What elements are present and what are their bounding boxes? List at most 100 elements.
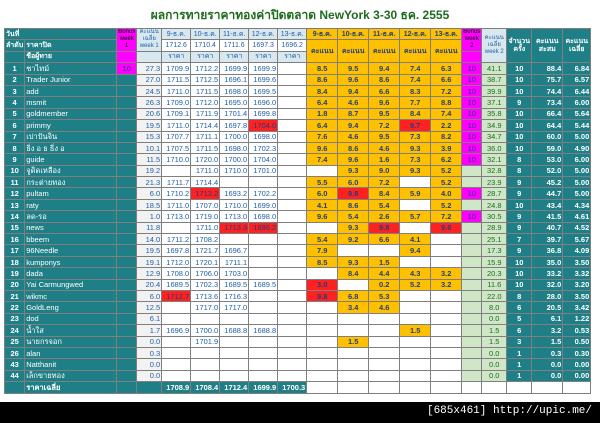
- price-cell: [277, 198, 308, 212]
- bonus2-cell: 10: [461, 130, 483, 143]
- avg-cell: 3.42: [562, 301, 592, 314]
- table-row: 2 Trader Junior 27.0 1711.5 1712.5 1696.1 1699…: [3, 73, 592, 86]
- bonus1-cell: [116, 84, 138, 98]
- avg2-cell: 32.8: [481, 164, 508, 178]
- score-cell: 5.4: [337, 210, 370, 223]
- count-cell: 5: [506, 312, 533, 326]
- price-cell: 1702.3: [190, 278, 221, 292]
- avg1-cell: 27.0: [136, 73, 163, 86]
- count-cell: 9: [506, 244, 533, 257]
- score-cell: 4.6: [337, 130, 370, 143]
- price-cell: [277, 301, 308, 314]
- avg-spacer-a1: [136, 381, 163, 394]
- count-cell: 9: [506, 96, 533, 109]
- score-cell: 1.5: [399, 324, 432, 337]
- score-cell: 5.2: [399, 278, 432, 292]
- score-cell: [399, 358, 432, 371]
- avg1-cell: 20.6: [136, 107, 163, 121]
- count-cell: 8: [506, 153, 533, 166]
- avg1-cell: 11.8: [136, 221, 163, 235]
- score-cell: 9.6: [430, 221, 463, 235]
- average-label: ราคาเฉลี่ย: [24, 381, 118, 394]
- sum-cell: 1.5: [531, 335, 564, 348]
- score-cell: 8.5: [306, 255, 339, 269]
- rank-spacer: [3, 50, 26, 64]
- price-cell: [219, 312, 250, 326]
- price-cell: 1711.0: [190, 164, 221, 178]
- bonus2-cell: [461, 233, 483, 246]
- score-cell: 8.6: [337, 198, 370, 212]
- avg-a2-spacer: [481, 381, 508, 394]
- score-label-5: คะแนน: [430, 39, 463, 64]
- score-cell: [337, 346, 370, 360]
- avg-cell: 6.44: [562, 84, 592, 98]
- score-cell: 9.3: [399, 164, 432, 178]
- score-cell: 6.4: [306, 119, 339, 132]
- score-cell: [430, 369, 463, 383]
- avg2-cell: 0.0: [481, 312, 508, 326]
- bonus2-cell: [461, 198, 483, 212]
- price-cell: 1700.0: [219, 130, 250, 143]
- watermark: [685x461] http://upic.me/: [426, 405, 592, 417]
- sum-cell: 28.0: [531, 289, 564, 303]
- avg1-spacer: [136, 50, 163, 64]
- table-row: 19 dada 12.9 1708.0 1706.0 1703.0 8.4 4.4 4.3 3.2…: [3, 267, 592, 280]
- bonus1-spacer: [116, 50, 138, 64]
- price-cell: [277, 278, 308, 292]
- score-cell: 8.4: [399, 107, 432, 121]
- table-row: 24 น้ำใส 1.7 1696.9 1700.0 1688.8 1688.8 1.5 1.5…: [3, 324, 592, 337]
- price-cell: 1698.0: [248, 210, 279, 223]
- price-cell: 1711.5: [190, 141, 221, 155]
- bonus1-cell: [116, 153, 138, 166]
- player-name: น้ำใส: [24, 324, 118, 337]
- price-label-4: ราคา: [248, 50, 279, 64]
- rank-cell: 14: [3, 210, 26, 223]
- sum-cell: 0.0: [531, 369, 564, 383]
- rank-cell: 11: [3, 176, 26, 189]
- avg1-cell: 19.5: [136, 244, 163, 257]
- score-cell: [306, 335, 339, 348]
- bonus2-cell: 10: [461, 119, 483, 132]
- price-cell: 1719.0: [190, 210, 221, 223]
- bonus2-cell: [461, 267, 483, 280]
- bonus2-cell: 10: [461, 153, 483, 166]
- score-cell: [399, 221, 432, 235]
- avg-t-spacer: [531, 381, 564, 394]
- price-cell: [190, 358, 221, 371]
- score-cell: 6.0: [306, 187, 339, 200]
- score-cell: [399, 335, 432, 348]
- score-cell: [430, 346, 463, 360]
- table-row: 44 เล็กขายทอง 0.0 0.0 1 0.0 0.00: [3, 369, 592, 383]
- avg2-cell: 24.8: [481, 198, 508, 212]
- avg-cell: 4.34: [562, 198, 592, 212]
- score-cell: [430, 289, 463, 303]
- price-label-5: ราคา: [277, 50, 308, 64]
- avg1-cell: 20.4: [136, 278, 163, 292]
- score-cell: 6.8: [337, 289, 370, 303]
- rank-cell: 15: [3, 221, 26, 235]
- header-row-2: ลำดับ ราคาปิด 1712.6 1710.4 1711.6 1697.…: [3, 39, 591, 64]
- rank-cell: 12: [3, 187, 26, 200]
- price-cell: [277, 369, 308, 383]
- score-cell: [306, 369, 339, 383]
- price-cell: 1703.0: [219, 267, 250, 280]
- avg2-cell: 36.0: [481, 141, 508, 155]
- score-cell: 7.2: [368, 119, 401, 132]
- header-row-3: ชื่อผู้ทาย ราคา ราคา ราคา ราคา ราคา: [3, 50, 591, 64]
- avg-cell: 0.30: [562, 346, 592, 360]
- score-cell: [368, 358, 401, 371]
- avg1-cell: 26.3: [136, 96, 163, 109]
- score-cell: [368, 335, 401, 348]
- table-row: 26 alan 0.3 0.0 1 0.3 0.30: [3, 346, 592, 360]
- score-cell: [306, 164, 339, 178]
- rank-cell: 18: [3, 255, 26, 269]
- rank-cell: 4: [3, 96, 26, 109]
- price-cell: [277, 96, 308, 109]
- rank-cell: 20: [3, 278, 26, 292]
- sum-cell: 74.4: [531, 84, 564, 98]
- header-row-1: วันที่ Bonus week 1 คะแนน เฉลี่ย week 1 …: [3, 27, 592, 64]
- score-cell: 6.2: [430, 153, 463, 166]
- close-price-4: 1697.3: [248, 39, 279, 52]
- count-cell: 3: [506, 335, 533, 348]
- count-cell: 1: [506, 358, 533, 371]
